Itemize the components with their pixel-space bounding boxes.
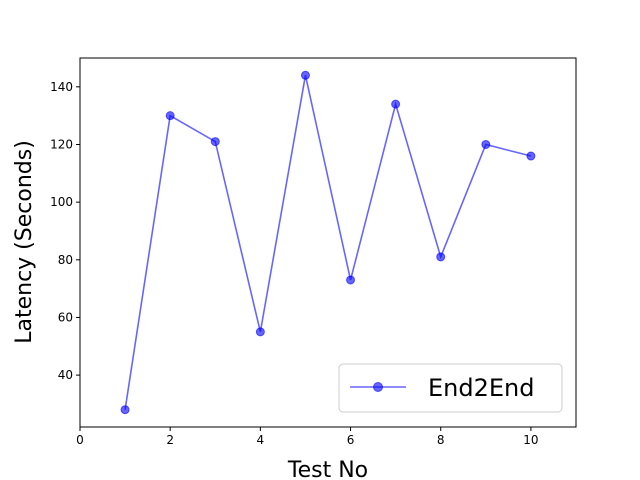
x-tick-label: 8 <box>437 433 445 447</box>
data-point <box>391 99 401 109</box>
data-point <box>526 151 536 161</box>
series-layer <box>120 70 536 415</box>
data-point <box>165 111 175 121</box>
plot-frame <box>79 57 577 428</box>
data-point <box>210 137 220 147</box>
x-tick-label: 0 <box>76 433 84 447</box>
series-line-end2end <box>124 75 532 410</box>
y-tick-label: 120 <box>50 137 73 151</box>
y-axis-ticks: 40 60 80 100 120 140 <box>50 80 80 382</box>
legend: End2End <box>338 363 563 413</box>
x-tick-label: 4 <box>257 433 265 447</box>
data-point <box>346 275 356 285</box>
legend-marker-swatch <box>373 382 383 392</box>
x-tick-label: 10 <box>523 433 538 447</box>
legend-box <box>338 363 563 413</box>
y-axis-label: Latency (Seconds) <box>12 140 37 344</box>
x-tick-label: 6 <box>347 433 355 447</box>
y-tick-label: 40 <box>58 368 73 382</box>
data-point <box>300 70 310 80</box>
y-tick-label: 140 <box>50 80 73 94</box>
data-point <box>255 327 265 337</box>
data-point <box>120 405 130 415</box>
legend-label-end2end: End2End <box>428 374 535 402</box>
y-tick-label: 60 <box>58 310 73 324</box>
y-tick-label: 80 <box>58 253 73 267</box>
y-tick-label: 100 <box>50 195 73 209</box>
data-point <box>436 252 446 262</box>
data-point <box>481 139 491 149</box>
x-axis-label: Test No <box>287 458 368 480</box>
x-tick-label: 2 <box>166 433 174 447</box>
x-axis-ticks: 0 2 4 6 8 10 <box>76 427 539 447</box>
